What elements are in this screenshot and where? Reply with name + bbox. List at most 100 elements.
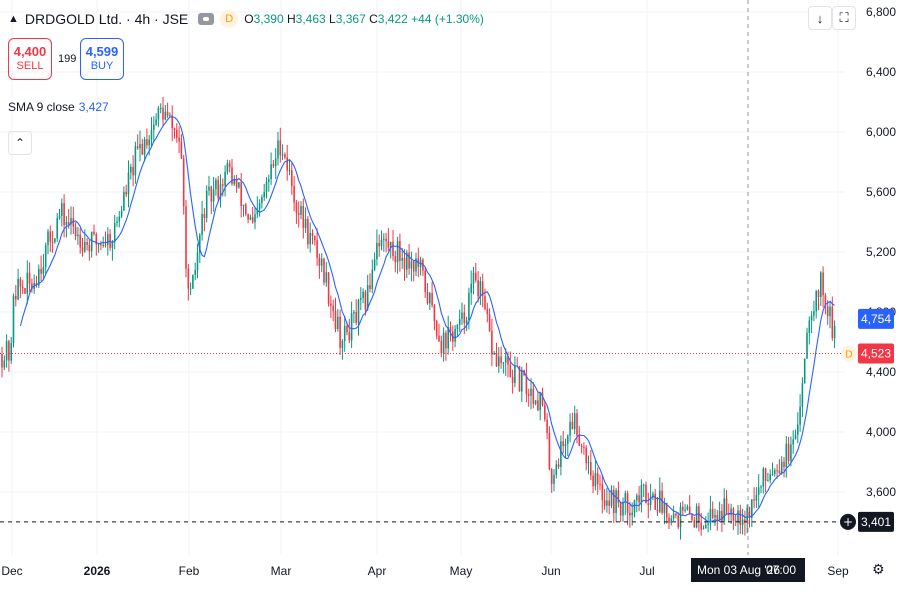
candle-body — [242, 204, 245, 207]
candle-body — [725, 498, 728, 514]
candle-body — [205, 190, 208, 219]
candle-body — [15, 295, 17, 300]
candle-body — [54, 238, 56, 243]
candle-body — [406, 252, 408, 270]
candle-body — [173, 128, 176, 130]
candle-body — [412, 261, 415, 272]
y-tick-label: 5,600 — [866, 185, 896, 199]
candle-body — [5, 341, 8, 361]
candle-body — [764, 468, 767, 481]
plus-circle-icon[interactable] — [840, 513, 856, 530]
dividend-marker[interactable] — [841, 345, 857, 362]
ohlc-values: O3,390 H3,463 L3,367 C3,422 +44 (+1.30%) — [244, 12, 484, 26]
candle-body — [647, 503, 650, 505]
candle-body — [686, 506, 689, 510]
candle-body — [709, 508, 712, 524]
candle-body — [440, 341, 443, 354]
candle-body — [132, 166, 134, 176]
candle-body — [17, 278, 19, 300]
candle-body — [8, 341, 10, 361]
candle-body — [629, 512, 631, 516]
candle-body — [746, 507, 748, 523]
candle-body — [192, 274, 194, 289]
candle-body — [215, 179, 217, 190]
fullscreen-icon[interactable]: ⛶ — [832, 6, 856, 30]
candle-body — [693, 519, 696, 528]
candle-body — [178, 137, 180, 142]
candle-body — [143, 139, 146, 155]
candle-body — [337, 316, 339, 330]
candle-body — [31, 283, 33, 290]
chevron-up-icon[interactable]: ⌃ — [8, 131, 32, 155]
candle-body — [304, 218, 307, 229]
candle-body — [415, 258, 417, 272]
candle-body — [249, 217, 252, 220]
candle-body — [268, 179, 270, 182]
candle-body — [744, 519, 746, 523]
candle-body — [307, 218, 309, 245]
candle-body — [157, 108, 160, 120]
sma-legend[interactable]: SMA 9 close 3,427 — [8, 100, 109, 114]
dividend-badge[interactable]: D — [220, 10, 239, 28]
candle-body — [442, 332, 445, 354]
arrow-down-icon[interactable]: ↓ — [808, 6, 832, 30]
candle-body — [339, 316, 341, 348]
candle-body — [111, 242, 114, 248]
gear-icon[interactable]: ⚙ — [872, 561, 885, 577]
price-axis[interactable]: 6,8006,4006,0005,6005,2004,8004,4004,000… — [866, 5, 896, 499]
candle-body — [803, 358, 806, 384]
candle-body — [484, 295, 486, 310]
buy-button[interactable]: 4,599 BUY — [80, 38, 124, 80]
candle-body — [711, 508, 714, 518]
symbol-title[interactable]: DRDGOLD Ltd. · 4h · JSE — [24, 11, 189, 27]
sell-button[interactable]: 4,400 SELL — [8, 38, 52, 80]
time-axis[interactable]: Dec 2026 Feb Mar Apr May Jun Jul Sep — [1, 564, 849, 578]
candle-body — [284, 154, 286, 158]
candle-body — [665, 502, 668, 518]
candle-body — [277, 140, 279, 159]
plus-glyph: + — [843, 515, 853, 529]
candle-body — [210, 186, 213, 202]
candle-body — [107, 234, 109, 245]
candle-body — [74, 226, 77, 237]
candle-body — [675, 513, 677, 516]
candle-body — [376, 242, 378, 260]
symbol-header: ▲ DRDGOLD Ltd. · 4h · JSE D O3,390 H3,46… — [8, 9, 484, 29]
candle-body — [343, 325, 346, 342]
candle-body — [302, 205, 305, 229]
candle-body — [785, 443, 788, 468]
candle-body — [47, 231, 49, 246]
candle-body — [272, 164, 275, 167]
candle-body — [185, 206, 187, 269]
candle-body — [118, 216, 121, 222]
candle-body — [146, 139, 148, 146]
sma-price-label-box — [858, 308, 894, 329]
candle-body — [592, 475, 594, 487]
candle-body — [279, 140, 282, 156]
candle-body — [583, 446, 585, 448]
candle-body — [235, 179, 238, 188]
eye-icon[interactable] — [198, 13, 215, 25]
candle-body — [3, 360, 6, 368]
candle-body — [610, 489, 613, 506]
candle-body — [527, 394, 530, 396]
candle-body — [291, 170, 293, 187]
candle-body — [86, 242, 88, 245]
candle-body — [636, 495, 638, 501]
candle-body — [468, 292, 470, 321]
candle-body — [493, 352, 495, 355]
candle-body — [362, 291, 364, 298]
candle-body — [799, 406, 801, 425]
dividend-marker-label: D — [845, 350, 852, 361]
candle-body — [251, 217, 254, 223]
candle-body — [718, 510, 721, 521]
candle-body — [472, 272, 475, 284]
candle-body — [797, 424, 799, 435]
candle-body — [585, 447, 587, 464]
candle-body — [364, 291, 367, 310]
candle-body — [233, 179, 236, 185]
candle-body — [433, 305, 436, 322]
candle-body — [695, 506, 698, 528]
y-tick-label: 6,400 — [866, 65, 896, 79]
